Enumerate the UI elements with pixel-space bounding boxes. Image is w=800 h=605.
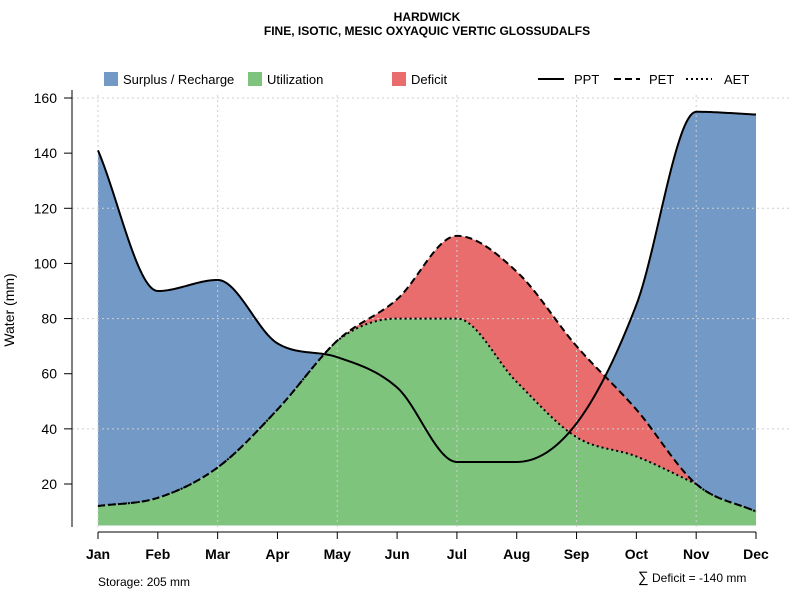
x-tick-label: Jan [86, 546, 110, 562]
y-tick-label: 140 [34, 145, 58, 161]
legend-label-aet: AET [724, 72, 749, 87]
x-tick-label: Sep [564, 546, 590, 562]
y-tick-label: 80 [41, 311, 57, 327]
legend-label-ppt: PPT [574, 72, 599, 87]
x-tick-label: Nov [683, 546, 710, 562]
sum-symbol: ∑ [638, 569, 649, 586]
legend-swatch-deficit [392, 72, 406, 86]
x-tick-label: Dec [743, 546, 769, 562]
deficit-area [98, 235, 756, 512]
utilization-area [98, 318, 756, 526]
y-tick-label: 100 [34, 255, 58, 271]
legend-label-utilization: Utilization [267, 72, 323, 87]
series-line-aet [97, 317, 757, 513]
legend-label-pet: PET [649, 72, 674, 87]
x-tick-label: Aug [503, 546, 530, 562]
y-tick-label: 60 [41, 366, 57, 382]
x-tick-label: Mar [205, 546, 230, 562]
storage-annotation: Storage: 205 mm [98, 575, 190, 589]
deficit-annotation: Deficit = -140 mm [652, 571, 746, 585]
x-tick-label: Apr [265, 546, 290, 562]
y-tick-label: 160 [34, 90, 58, 106]
x-tick-label: Jul [447, 546, 467, 562]
legend: Surplus / Recharge Utilization Deficit P… [104, 72, 749, 87]
x-tick-label: Jun [385, 546, 410, 562]
y-axis-ticks: 20 40 60 80 100 120 140 160 [34, 90, 72, 492]
y-tick-label: 20 [41, 476, 57, 492]
legend-label-surplus: Surplus / Recharge [123, 72, 234, 87]
x-axis-ticks: Jan Feb Mar Apr May Jun Jul Aug Sep Oct Nov Dec [86, 532, 769, 562]
legend-label-deficit: Deficit [411, 72, 448, 87]
x-tick-label: May [324, 546, 351, 562]
legend-swatch-utilization [248, 72, 262, 86]
y-tick-label: 120 [34, 200, 58, 216]
legend-swatch-surplus [104, 72, 118, 86]
series-line-ppt [97, 110, 757, 463]
chart-subtitle: FINE, ISOTIC, MESIC OXYAQUIC VERTIC GLOS… [264, 24, 590, 38]
y-axis-label: Water (mm) [1, 273, 17, 346]
line-layer [97, 110, 757, 513]
x-tick-label: Feb [145, 546, 170, 562]
x-tick-label: Oct [625, 546, 649, 562]
y-tick-label: 40 [41, 421, 57, 437]
chart-title: HARDWICK [394, 10, 461, 24]
grid-layer [72, 95, 790, 527]
